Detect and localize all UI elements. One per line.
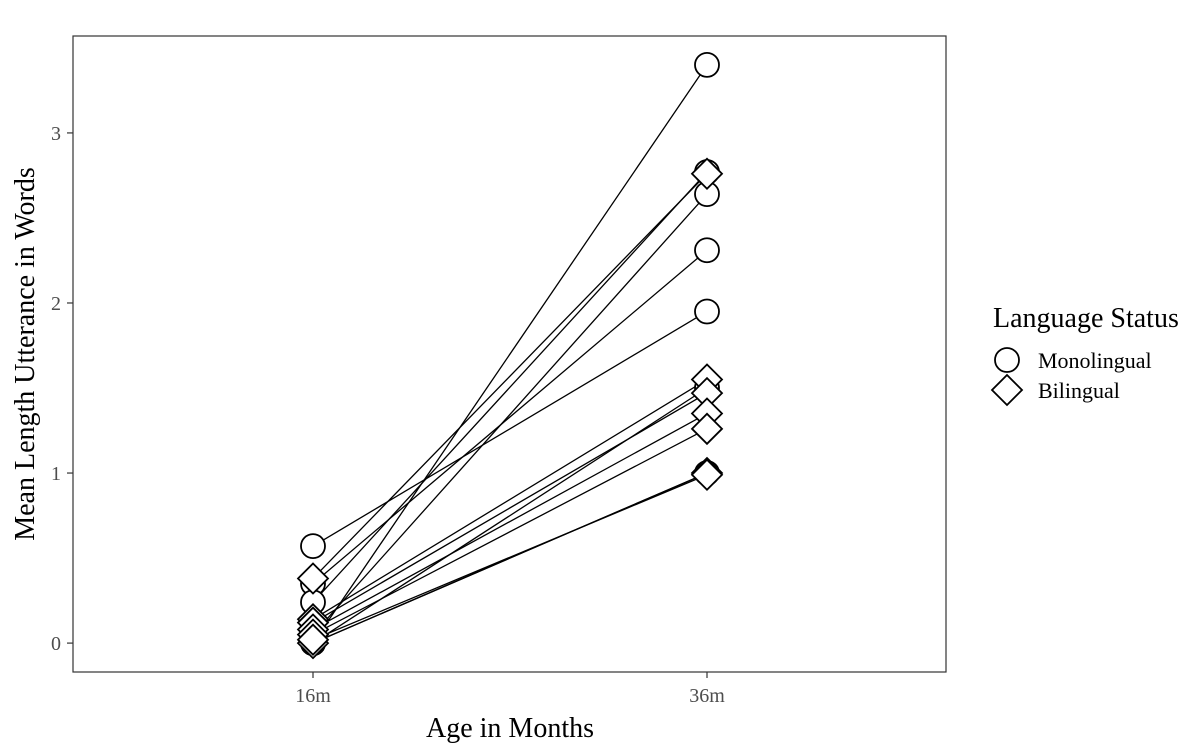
series-line-11 [312,428,708,636]
y-tick-label: 2 [51,293,61,315]
series-line-9 [312,392,708,624]
legend-diamond-icon [990,373,1024,407]
series-markers [296,52,724,660]
y-axis-title: Mean Length Utterance in Words [10,167,41,541]
series-line-0 [312,64,708,644]
x-axis-title: Age in Months [426,713,594,744]
monolingual-point [694,237,720,264]
bilingual-point [296,623,330,656]
legend-circle-icon [994,347,1020,373]
y-tick-label: 0 [51,633,61,655]
x-axis: 16m 36m [295,672,725,707]
series-line-3 [312,171,708,603]
x-tick-label: 16m [295,685,331,707]
series-line-7 [312,173,708,579]
monolingual-point [300,533,326,560]
bilingual-point [690,412,724,446]
series-line-4 [312,193,708,636]
monolingual-point [694,52,720,78]
bilingual-point [690,157,724,191]
bilingual-point [296,562,330,595]
y-axis: 0 1 2 3 [51,123,73,655]
series-line-12 [312,472,708,644]
series-lines [312,64,708,644]
series-line-1 [312,310,708,547]
series-line-13 [312,474,708,641]
y-tick-label: 3 [51,123,61,145]
legend-title: Language Status [993,303,1179,334]
legend-label: Bilingual [1038,378,1120,403]
legend: Language Status Monolingual Bilingual [990,303,1179,407]
series-line-10 [312,412,708,631]
x-tick-label: 36m [689,685,725,707]
series-line-2 [312,249,708,585]
bilingual-point [690,458,724,492]
legend-label: Monolingual [1038,348,1152,373]
y-tick-label: 1 [51,463,61,485]
monolingual-point [694,298,720,325]
series-line-8 [312,378,708,620]
